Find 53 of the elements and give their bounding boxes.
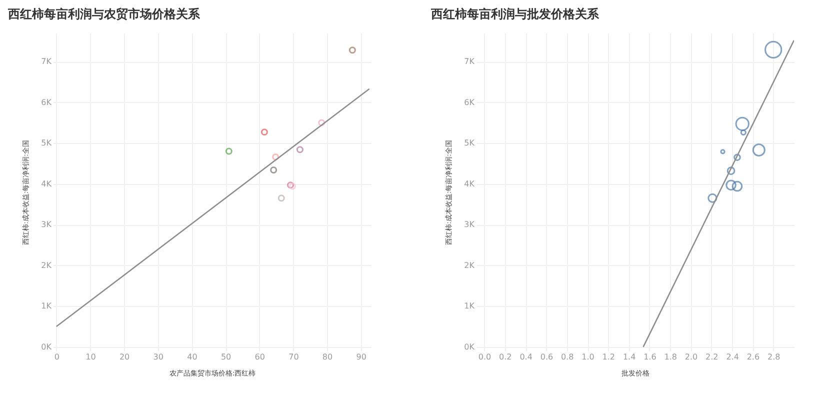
x-tick-label: 50 — [220, 352, 232, 362]
x-tick-label: 2.8 — [767, 352, 780, 362]
point — [286, 182, 294, 189]
y-tick-label: 0K — [464, 342, 476, 352]
x-tick-label: 1.4 — [622, 352, 636, 362]
x-tick-label: 0 — [54, 352, 60, 362]
x-tick-label: 1.8 — [664, 352, 677, 362]
y-tick-label: 1K — [464, 302, 476, 311]
chart-title: 西红柿每亩利润与批发价格关系 — [430, 7, 600, 21]
x-tick-label: 80 — [322, 352, 333, 362]
x-tick-label: 40 — [187, 352, 198, 362]
x-tick-label: 0.8 — [560, 352, 574, 362]
x-tick-label: 2.4 — [726, 352, 739, 362]
y-tick-label: 5K — [464, 138, 476, 148]
x-tick-label: 2.0 — [684, 352, 698, 362]
x-tick-label: 60 — [254, 352, 265, 362]
x-tick-label: 30 — [153, 352, 164, 362]
y-tick-label: 0K — [41, 342, 52, 352]
x-tick-label: 0.2 — [499, 352, 512, 362]
y-tick-label: 2K — [464, 260, 476, 270]
y-tick-label: 5K — [41, 138, 52, 148]
x-tick-label: 1.6 — [644, 352, 656, 362]
point — [225, 148, 232, 155]
x-tick-label: 10 — [86, 352, 96, 362]
point — [318, 119, 326, 126]
x-tick-label: 0.0 — [478, 352, 492, 362]
x-tick-label: 2.6 — [746, 352, 760, 362]
y-tick-label: 1K — [41, 302, 52, 311]
y-tick-label: 7K — [41, 57, 52, 66]
y-tick-label: 6K — [41, 98, 52, 107]
y-tick-label: 4K — [464, 179, 476, 188]
point — [296, 146, 304, 154]
point — [278, 194, 285, 202]
x-tick-label: 0.4 — [520, 352, 532, 362]
x-tick-label: 0.6 — [540, 352, 554, 362]
x-tick-label: 1.2 — [602, 352, 616, 362]
point — [272, 153, 280, 160]
x-tick-label: 70 — [288, 352, 299, 362]
point — [260, 128, 268, 136]
y-tick-label: 3K — [464, 220, 476, 230]
x-tick-label: 90 — [356, 352, 366, 362]
x-tick-label: 1.0 — [582, 352, 594, 362]
y-tick-label: 3K — [41, 220, 52, 230]
y-tick-label: 6K — [464, 98, 476, 107]
x-tick-label: 20 — [119, 352, 130, 362]
point — [289, 182, 296, 190]
x-tick-label: 2.2 — [706, 352, 718, 362]
point — [270, 166, 278, 174]
y-tick-label: 4K — [41, 179, 52, 188]
y-tick-label: 7K — [464, 57, 476, 66]
point — [348, 46, 356, 54]
y-tick-label: 2K — [41, 260, 52, 270]
chart-title: 西红柿每亩利润与农贸市场价格关系 — [7, 7, 201, 21]
